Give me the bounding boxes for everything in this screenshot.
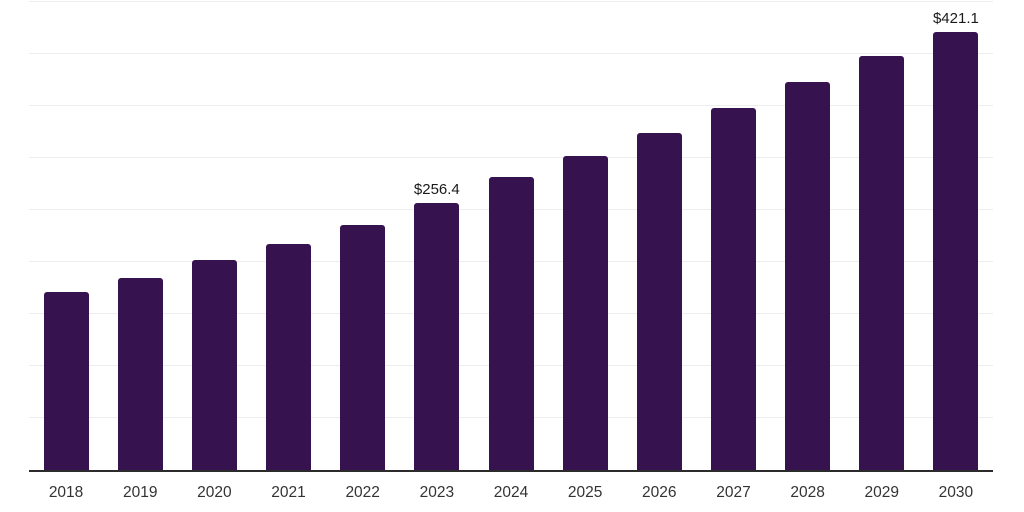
x-tick-label-2020: 2020	[197, 484, 232, 501]
x-axis-line	[29, 470, 993, 472]
x-tick-label-2019: 2019	[122, 484, 158, 501]
bar-2019	[117, 278, 163, 470]
x-tick-label-2029: 2029	[864, 484, 899, 501]
bar-2027	[710, 107, 756, 470]
x-tick-label-2025: 2025	[567, 484, 603, 501]
gridline	[29, 157, 993, 158]
bar-2021	[266, 244, 312, 470]
bar-2022	[340, 224, 386, 470]
gridline	[29, 105, 993, 106]
bar-2026	[636, 133, 682, 470]
x-tick-label-2024: 2024	[493, 484, 529, 501]
plot-area: $256.4 $421.1	[29, 1, 993, 472]
bar-2028	[785, 81, 831, 470]
bar-2029	[859, 55, 905, 470]
bar-2025	[562, 156, 608, 470]
bar-2020	[191, 259, 237, 470]
x-tick-label-2021: 2021	[271, 484, 306, 501]
x-tick-label-2018: 2018	[48, 484, 84, 501]
bar-value-label-2023: $256.4	[413, 181, 460, 199]
x-tick-label-2022: 2022	[345, 484, 380, 501]
bar-2018	[43, 291, 89, 470]
bar-2030	[933, 32, 979, 470]
x-tick-label-2028: 2028	[790, 484, 825, 501]
bar-2023	[414, 203, 460, 470]
gridline	[29, 1, 993, 2]
x-tick-label-2027: 2027	[716, 484, 751, 501]
bar-2024	[488, 177, 534, 470]
x-tick-label-2023: 2023	[419, 484, 455, 501]
bar-value-label-2030: $421.1	[932, 10, 979, 28]
gridline	[29, 53, 993, 54]
x-tick-label-2030: 2030	[938, 484, 974, 501]
x-tick-label-2026: 2026	[642, 484, 677, 501]
x-axis-labels: 2018 2019 2020 2021 2022 2023 2024 2025 2026 2027…	[29, 484, 993, 504]
